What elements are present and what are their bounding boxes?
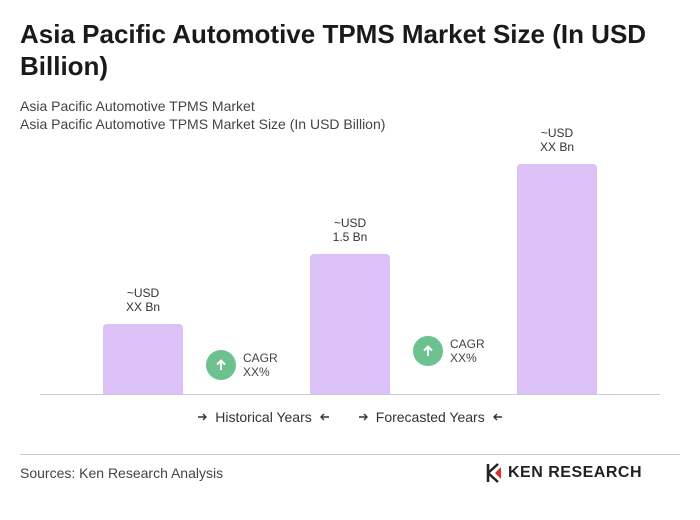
- cagr-label: CAGR XX%: [450, 337, 485, 365]
- bar: [517, 164, 597, 394]
- y-axis-label: Asia Pacific Automotive TPMS Market Size…: [20, 116, 386, 132]
- bar: [310, 253, 390, 394]
- period-label: Historical Years: [215, 409, 312, 425]
- value-label: ~USD XX Bn: [125, 285, 161, 314]
- bar: [103, 323, 183, 394]
- arrow-icon: [198, 413, 208, 421]
- arrow-icon: [319, 413, 329, 421]
- up-arrow: [216, 359, 226, 370]
- chart-title: Asia Pacific Automotive TPMS Market Size…: [20, 19, 647, 81]
- period: Forecasted Years: [358, 409, 502, 425]
- logo-icon: [486, 463, 501, 483]
- baseline: [40, 394, 660, 395]
- period: Historical Years: [198, 409, 329, 425]
- value-label: ~USD XX Bn: [539, 126, 575, 154]
- cagr-badge: [206, 350, 236, 380]
- logo-text: KEN RESEARCH: [508, 464, 643, 481]
- cagr-badge: [413, 336, 443, 366]
- source-note: Sources: Ken Research Analysis: [20, 465, 224, 481]
- logo: KEN RESEARCH: [486, 463, 642, 483]
- cagr-label: CAGR XX%: [243, 351, 278, 379]
- period-label: Forecasted Years: [375, 409, 485, 425]
- value-label: ~USD 1.5 Bn: [332, 215, 368, 244]
- up-arrow: [423, 345, 433, 356]
- chart-subtitle: Asia Pacific Automotive TPMS Market: [20, 98, 255, 114]
- footer-divider: [20, 454, 680, 455]
- arrow-icon: [492, 413, 502, 421]
- arrow-icon: [358, 413, 368, 421]
- legend: Historical Years Forecasted Years: [0, 409, 700, 425]
